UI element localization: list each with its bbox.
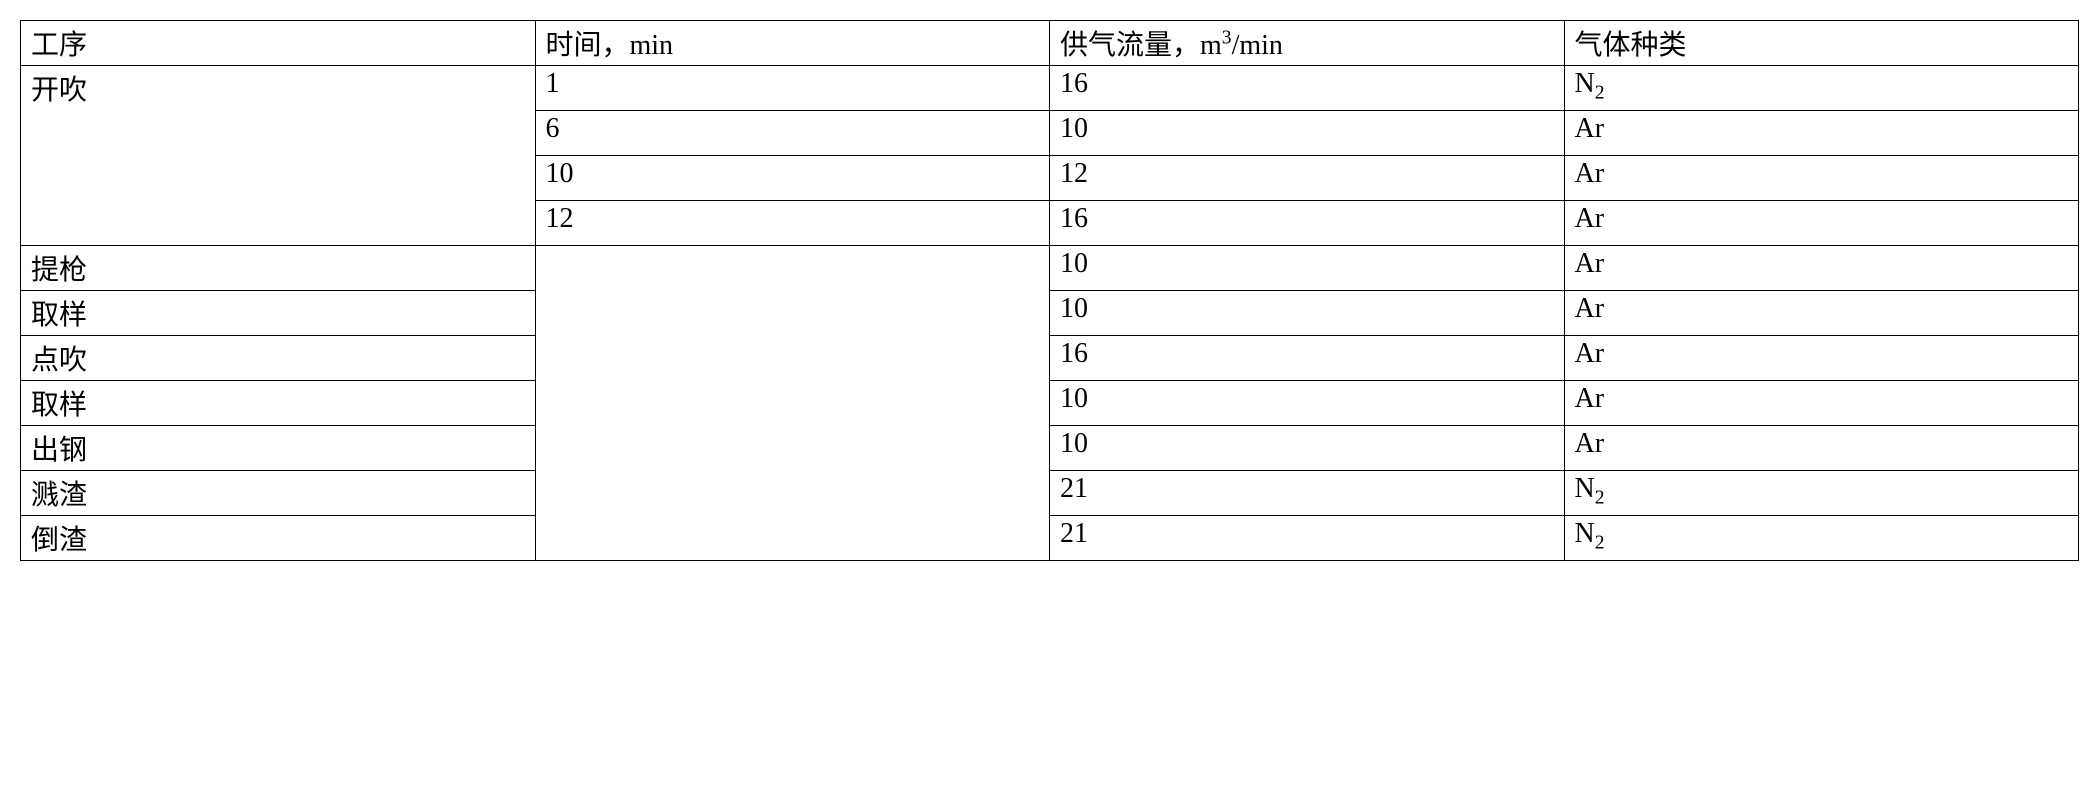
cell-flow: 16 (1050, 201, 1565, 246)
cell-gas: N2 (1564, 471, 2079, 516)
table-row: 点吹 16 Ar (21, 336, 2079, 381)
table-row: 提枪 10 Ar (21, 246, 2079, 291)
cell-time-empty (535, 246, 1050, 561)
cell-process: 溅渣 (21, 471, 536, 516)
cell-flow: 10 (1050, 381, 1565, 426)
cell-time: 6 (535, 111, 1050, 156)
cell-gas: Ar (1564, 426, 2079, 471)
cell-gas: Ar (1564, 246, 2079, 291)
cell-gas: Ar (1564, 201, 2079, 246)
table-row: 取样 10 Ar (21, 381, 2079, 426)
col-header-time: 时间，min (535, 21, 1050, 66)
cell-gas: Ar (1564, 291, 2079, 336)
cell-process: 点吹 (21, 336, 536, 381)
cell-process: 开吹 (21, 66, 536, 246)
cell-flow: 10 (1050, 426, 1565, 471)
table-header-row: 工序 时间，min 供气流量，m3/min 气体种类 (21, 21, 2079, 66)
cell-time: 10 (535, 156, 1050, 201)
cell-gas: Ar (1564, 111, 2079, 156)
cell-gas: N2 (1564, 516, 2079, 561)
cell-flow: 16 (1050, 336, 1565, 381)
cell-flow: 21 (1050, 471, 1565, 516)
cell-process: 出钢 (21, 426, 536, 471)
table-row: 倒渣 21 N2 (21, 516, 2079, 561)
col-header-flow: 供气流量，m3/min (1050, 21, 1565, 66)
cell-flow: 10 (1050, 111, 1565, 156)
table-row: 取样 10 Ar (21, 291, 2079, 336)
cell-gas: Ar (1564, 381, 2079, 426)
cell-process: 取样 (21, 291, 536, 336)
cell-time: 1 (535, 66, 1050, 111)
cell-gas: Ar (1564, 336, 2079, 381)
cell-process: 取样 (21, 381, 536, 426)
cell-flow: 12 (1050, 156, 1565, 201)
process-table: 工序 时间，min 供气流量，m3/min 气体种类 开吹 1 16 N2 6 … (20, 20, 2079, 561)
cell-time: 12 (535, 201, 1050, 246)
table-row: 开吹 1 16 N2 (21, 66, 2079, 111)
cell-process: 倒渣 (21, 516, 536, 561)
col-header-gas: 气体种类 (1564, 21, 2079, 66)
cell-flow: 10 (1050, 291, 1565, 336)
table-row: 溅渣 21 N2 (21, 471, 2079, 516)
cell-flow: 21 (1050, 516, 1565, 561)
table-row: 出钢 10 Ar (21, 426, 2079, 471)
cell-flow: 16 (1050, 66, 1565, 111)
cell-gas: Ar (1564, 156, 2079, 201)
col-header-process: 工序 (21, 21, 536, 66)
cell-flow: 10 (1050, 246, 1565, 291)
cell-gas: N2 (1564, 66, 2079, 111)
cell-process: 提枪 (21, 246, 536, 291)
